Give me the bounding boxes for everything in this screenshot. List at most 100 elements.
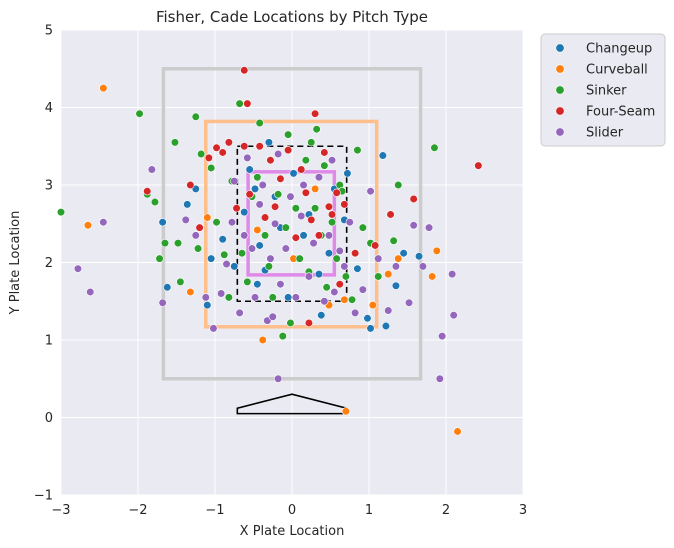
data-point	[374, 254, 383, 263]
data-point	[204, 153, 213, 162]
data-point	[83, 221, 93, 230]
x-tick-label: −2	[128, 503, 147, 518]
data-point	[245, 165, 254, 174]
y-tick-label: −1	[34, 489, 53, 504]
data-point	[227, 218, 237, 227]
data-point	[317, 311, 326, 320]
data-point	[324, 231, 334, 240]
data-point	[409, 194, 418, 204]
legend-marker	[555, 127, 565, 137]
data-point	[250, 184, 260, 193]
x-tick-label: 3	[519, 503, 527, 518]
data-point	[295, 254, 304, 263]
data-point	[358, 223, 367, 232]
data-point	[351, 308, 360, 317]
data-point	[432, 246, 441, 255]
data-point	[222, 259, 231, 269]
data-point	[266, 156, 275, 165]
legend: Changeup Curveball Sinker Four-Seam Slider	[540, 33, 666, 147]
data-point	[286, 192, 295, 201]
data-point	[381, 321, 391, 331]
data-point	[276, 280, 285, 289]
data-point	[207, 163, 216, 173]
data-point	[274, 149, 283, 159]
data-point	[340, 262, 349, 271]
data-point	[203, 213, 212, 222]
data-point	[428, 272, 437, 281]
data-point	[240, 66, 249, 75]
data-point	[276, 174, 285, 183]
data-point	[99, 84, 108, 93]
data-point	[197, 149, 206, 159]
data-point	[158, 298, 167, 307]
data-point	[351, 249, 360, 258]
data-point	[284, 293, 293, 302]
axis-ticks: −3 −2 −1 0 1 2 3 −1 0 1 2 3 4 5	[34, 24, 527, 519]
data-point	[176, 277, 185, 286]
legend-label: Slider	[586, 126, 624, 141]
data-point	[384, 306, 393, 315]
data-point	[99, 218, 108, 227]
data-point	[363, 314, 372, 323]
data-point	[158, 218, 167, 227]
data-point	[301, 156, 310, 165]
data-point	[235, 308, 244, 317]
data-point	[201, 293, 210, 302]
data-point	[181, 215, 190, 224]
data-point	[86, 287, 95, 297]
data-point	[195, 223, 204, 232]
data-point	[474, 161, 483, 170]
data-point	[311, 204, 320, 213]
data-point	[173, 239, 183, 248]
data-point	[304, 272, 314, 281]
legend-label: Changeup	[586, 42, 652, 57]
data-point	[155, 254, 164, 263]
data-point	[343, 169, 352, 178]
data-point	[386, 210, 395, 219]
data-point	[220, 250, 229, 259]
data-point	[322, 283, 331, 292]
x-tick-label: 2	[442, 503, 450, 518]
data-point	[186, 180, 195, 190]
data-point	[255, 200, 264, 209]
data-point	[286, 318, 295, 328]
data-point	[255, 118, 264, 128]
data-point	[299, 231, 308, 240]
data-point	[150, 197, 160, 207]
data-point	[247, 244, 257, 253]
x-tick-label: 1	[365, 503, 373, 518]
data-point	[341, 272, 351, 281]
data-point	[212, 143, 221, 152]
y-tick-label: 1	[45, 334, 53, 349]
grid-lines	[60, 29, 524, 496]
y-tick-label: 4	[45, 101, 53, 116]
data-point	[264, 138, 274, 147]
scatter-points	[56, 66, 483, 436]
data-point	[335, 280, 344, 289]
data-point	[281, 223, 290, 232]
data-point	[374, 272, 383, 281]
data-point	[358, 285, 367, 294]
data-point	[449, 311, 458, 320]
data-point	[217, 289, 226, 298]
data-point	[291, 204, 300, 213]
data-point	[258, 180, 267, 190]
data-point	[311, 184, 320, 193]
data-point	[366, 324, 375, 333]
data-point	[268, 293, 277, 302]
data-point	[418, 262, 428, 271]
data-point	[186, 287, 195, 297]
data-point	[391, 262, 401, 271]
data-point	[207, 254, 216, 263]
data-point	[430, 143, 439, 152]
data-point	[314, 270, 324, 279]
data-point	[340, 295, 349, 304]
data-point	[270, 202, 280, 211]
legend-marker	[555, 43, 565, 53]
data-point	[191, 112, 200, 121]
data-point	[438, 332, 447, 341]
data-point	[260, 231, 270, 240]
data-point	[291, 233, 300, 242]
data-point	[274, 374, 283, 383]
